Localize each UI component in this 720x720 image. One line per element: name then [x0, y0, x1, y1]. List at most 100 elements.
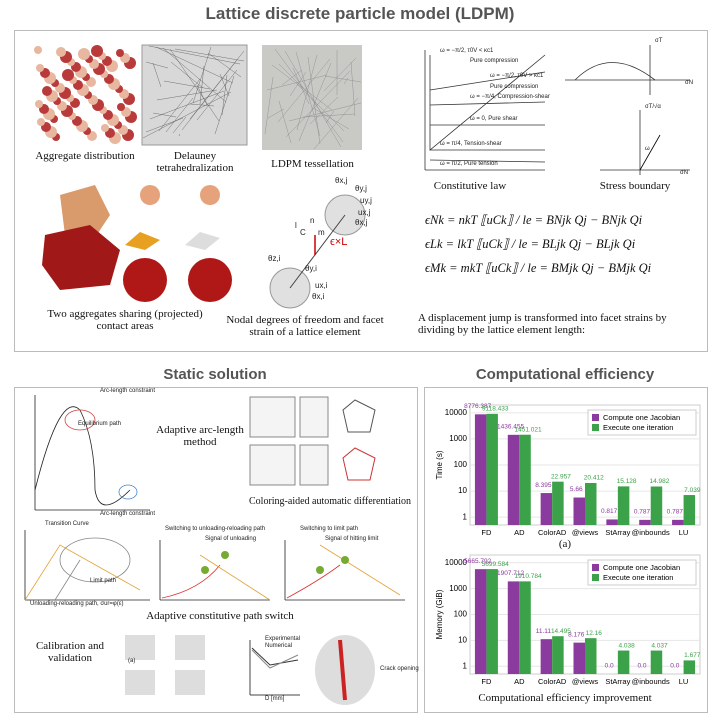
- y-tick-label: 100: [454, 460, 468, 469]
- caption: Coloring-aided automatic differentiation: [249, 496, 411, 507]
- caption: Calibration and validation: [35, 640, 105, 664]
- legend-swatch: [592, 414, 599, 421]
- small-label: (a): [128, 658, 136, 664]
- y-tick-label: 1: [463, 512, 468, 521]
- x-tick-label: StArray: [605, 528, 630, 537]
- bar: [650, 650, 663, 674]
- constitutive-law-figure: [424, 50, 546, 171]
- x-tick-label: StArray: [605, 677, 630, 686]
- x-tick-label: @views: [572, 677, 599, 686]
- bar: [552, 481, 564, 525]
- element-label: l: [295, 221, 297, 230]
- caption: Two aggregates sharing (projected) conta…: [47, 308, 203, 332]
- value-label: 5699.584: [482, 561, 509, 568]
- caption: Nodal degrees of freedom and facet strai…: [226, 314, 384, 338]
- y-axis-label: Memory (GiB): [435, 589, 444, 639]
- legend-box: [587, 559, 697, 586]
- small-label: Limit path: [90, 578, 117, 584]
- mesh-line: [152, 62, 162, 88]
- value-label: 0.787: [667, 509, 684, 516]
- small-label: Equilibrium path: [78, 421, 122, 427]
- value-label: 8776.387: [464, 403, 491, 410]
- y-tick-label: 1000: [449, 434, 467, 443]
- legend-swatch: [592, 424, 599, 431]
- bar: [552, 636, 564, 674]
- mesh-line: [174, 48, 245, 62]
- stress-label: σN: [685, 80, 694, 86]
- value-label: 20.412: [584, 475, 604, 482]
- y-tick-label: 10000: [445, 558, 468, 567]
- mesh-line: [199, 65, 205, 105]
- value-label: 14.495: [551, 628, 571, 635]
- bar: [474, 414, 487, 525]
- tess-line: [284, 50, 342, 148]
- small-label: Switching to unloading-reloading path: [165, 526, 266, 532]
- tess-line: [302, 113, 356, 118]
- element-label: ux,i: [315, 281, 328, 290]
- tess-line: [343, 77, 349, 85]
- mesh-line: [196, 69, 238, 121]
- stress-label: σT/√α: [645, 104, 661, 110]
- tess-line: [278, 100, 292, 144]
- x-tick-label: LU: [679, 677, 689, 686]
- caption: Constitutive law: [433, 180, 507, 192]
- caption: Aggregate distribution: [35, 150, 135, 162]
- small-label: Arc-length constraint: [100, 511, 156, 517]
- element-label: m: [318, 228, 325, 237]
- particle: [101, 124, 109, 132]
- bar: [573, 497, 585, 525]
- mesh-line: [149, 90, 225, 120]
- aggregate-figure: [34, 45, 137, 144]
- mesh-line: [170, 61, 204, 89]
- y-tick-label: 10: [458, 486, 467, 495]
- mesh-line: [221, 74, 228, 116]
- element-label: θx,i: [312, 292, 325, 301]
- value-label: 4.038: [618, 642, 635, 649]
- particle: [37, 118, 45, 126]
- y-tick-label: 1000: [449, 584, 467, 593]
- value-label: 8.395: [535, 482, 552, 489]
- value-label: 8.176: [568, 631, 585, 638]
- legend-swatch: [592, 574, 599, 581]
- value-label: 22.957: [551, 473, 571, 480]
- lattice-element-figure: [269, 194, 366, 309]
- caption: Adaptive arc-length method: [156, 424, 244, 448]
- x-tick-label: ColorAD: [538, 528, 567, 537]
- bar: [617, 650, 630, 674]
- legend-label: Compute one Jacobian: [603, 413, 680, 422]
- mesh-line: [162, 47, 227, 103]
- static-panel: [14, 387, 418, 713]
- bar: [507, 434, 520, 525]
- delaunay-figure: [141, 44, 248, 146]
- law-label: ω = 0, Pure shear: [470, 116, 518, 122]
- x-tick-label: @inbounds: [632, 677, 670, 686]
- mesh-line: [152, 112, 177, 118]
- law-label: Pure compression: [470, 58, 519, 64]
- value-label: 11.11: [536, 628, 552, 635]
- x-tick-label: LU: [679, 528, 689, 537]
- bar: [606, 519, 618, 525]
- stress-label: σN: [680, 170, 689, 176]
- y-tick-label: 1: [463, 661, 468, 670]
- bar: [507, 581, 520, 674]
- small-label: Switching to limit path: [300, 526, 359, 532]
- bar: [672, 519, 684, 525]
- law-label: ω = π/4, Tension-shear: [440, 141, 502, 147]
- stress-boundary-figure: [565, 45, 690, 175]
- efficiency-panel: [424, 387, 708, 713]
- equation: ϵNk = nkT ⟦uCk⟧ / le = BNjk Qj − BNjk Qi: [425, 213, 643, 227]
- small-label: Numerical: [265, 643, 293, 649]
- particle: [116, 49, 124, 57]
- bar: [486, 413, 498, 525]
- tessellation-lines: [264, 48, 362, 150]
- value-label: 12.16: [586, 630, 603, 637]
- memory-chart: 1 10 100 1000 10000 Memory (GiB) FD AD ColorAD @v…: [435, 554, 701, 686]
- y-axis-label: Time (s): [435, 450, 444, 479]
- element-label: θy,j: [355, 184, 367, 193]
- bar: [650, 486, 663, 525]
- particle: [91, 45, 103, 57]
- caption: LDPM tessellation: [271, 158, 354, 170]
- bar: [540, 493, 553, 525]
